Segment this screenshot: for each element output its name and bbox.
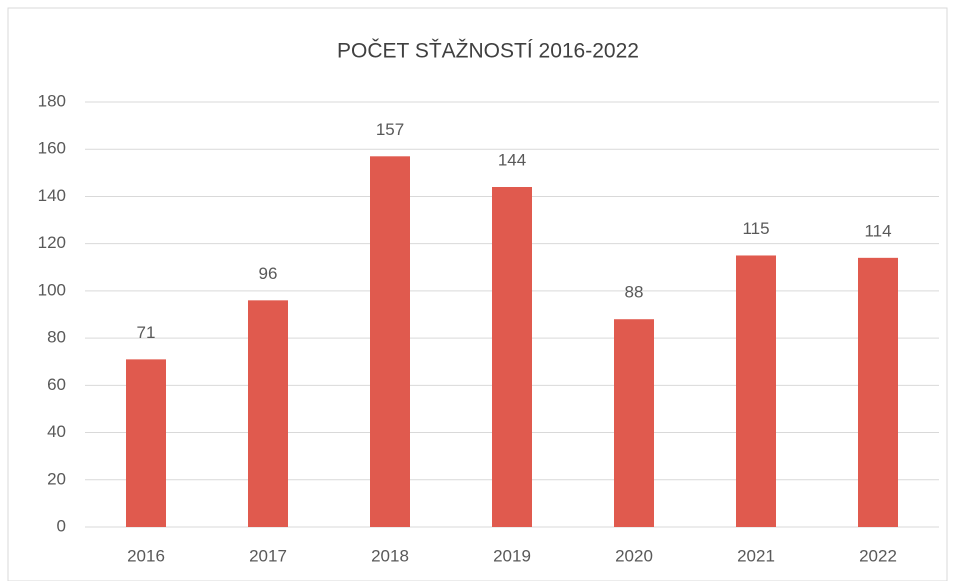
x-tick-label: 2016 xyxy=(127,546,165,565)
bar xyxy=(614,319,654,527)
x-tick-label: 2017 xyxy=(249,546,287,565)
x-tick-label: 2019 xyxy=(493,546,531,565)
y-tick-label: 140 xyxy=(38,186,66,205)
bar xyxy=(370,156,410,528)
y-tick-label: 160 xyxy=(38,139,66,158)
y-tick-label: 120 xyxy=(38,233,66,252)
data-label: 115 xyxy=(742,219,769,238)
data-label: 96 xyxy=(259,264,278,283)
y-tick-label: 100 xyxy=(38,280,66,299)
x-tick-label: 2022 xyxy=(859,546,897,565)
bar xyxy=(248,300,288,527)
y-tick-label: 80 xyxy=(47,328,66,347)
data-label: 88 xyxy=(625,283,644,302)
data-label: 114 xyxy=(864,221,891,240)
data-label: 157 xyxy=(376,120,404,139)
bar xyxy=(858,257,898,527)
chart-title: POČET SŤAŽNOSTÍ 2016-2022 xyxy=(337,40,639,63)
x-tick-label: 2020 xyxy=(615,546,653,565)
x-tick-label: 2021 xyxy=(737,546,775,565)
bar xyxy=(736,255,776,527)
data-label: 71 xyxy=(137,323,156,342)
bar xyxy=(126,359,166,527)
bar xyxy=(492,187,532,527)
y-tick-label: 60 xyxy=(47,375,66,394)
y-tick-label: 20 xyxy=(47,469,66,488)
data-label: 144 xyxy=(498,150,526,169)
x-tick-label: 2018 xyxy=(371,546,409,565)
y-tick-label: 0 xyxy=(57,516,66,535)
y-tick-label: 180 xyxy=(38,91,66,110)
y-tick-label: 40 xyxy=(47,422,66,441)
